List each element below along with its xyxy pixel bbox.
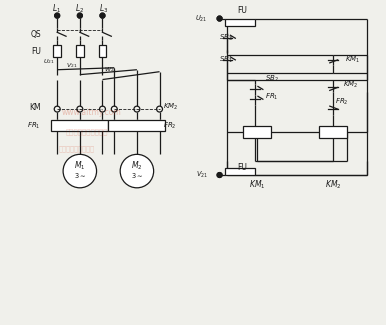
Text: $3\sim$: $3\sim$: [131, 171, 143, 179]
Bar: [225, 168, 255, 175]
Text: $SB_2$: $SB_2$: [265, 73, 279, 84]
Bar: [108, 120, 166, 131]
Circle shape: [120, 154, 154, 188]
Text: $KM_2$: $KM_2$: [325, 179, 341, 191]
Text: $KM_2$: $KM_2$: [343, 79, 358, 90]
Bar: [76, 45, 84, 57]
Text: $3\sim$: $3\sim$: [74, 171, 86, 179]
Bar: [53, 45, 61, 57]
Text: $M_2$: $M_2$: [131, 160, 143, 172]
Circle shape: [63, 154, 96, 188]
Text: $V_{21}$: $V_{21}$: [66, 61, 78, 70]
Text: QS: QS: [31, 30, 41, 39]
Text: $L_3$: $L_3$: [99, 3, 108, 15]
Text: $M_1$: $M_1$: [74, 160, 86, 172]
Text: $W_{21}$: $W_{21}$: [105, 65, 118, 74]
Text: FU: FU: [32, 46, 41, 56]
Bar: [243, 126, 271, 137]
Text: KM: KM: [29, 103, 41, 111]
Text: 本文为艾特贸易网原创: 本文为艾特贸易网原创: [66, 128, 108, 135]
Bar: [98, 45, 107, 57]
Text: $FR_1$: $FR_1$: [27, 121, 41, 131]
Circle shape: [55, 13, 60, 18]
Circle shape: [100, 13, 105, 18]
Text: $KM_1$: $KM_1$: [345, 55, 360, 65]
Text: $SB_3$: $SB_3$: [219, 33, 234, 43]
Circle shape: [77, 13, 82, 18]
Text: $FR_2$: $FR_2$: [164, 121, 177, 131]
Text: $FR_2$: $FR_2$: [335, 97, 348, 107]
Text: $L_2$: $L_2$: [75, 3, 85, 15]
Circle shape: [217, 16, 222, 21]
Bar: [319, 126, 347, 137]
Text: FU: FU: [237, 162, 247, 172]
Text: FU: FU: [237, 6, 247, 15]
Text: $SB_1$: $SB_1$: [220, 55, 234, 65]
Text: $FR_1$: $FR_1$: [265, 92, 278, 102]
Text: $V_{21}$: $V_{21}$: [196, 170, 208, 180]
Text: www.aitmy.com: www.aitmy.com: [62, 108, 122, 117]
Circle shape: [217, 173, 222, 177]
Bar: [225, 19, 255, 26]
Text: 如需转载请注明出处: 如需转载请注明出处: [59, 145, 95, 152]
Text: $U_{21}$: $U_{21}$: [42, 58, 54, 66]
Bar: [51, 120, 108, 131]
Text: $U_{21}$: $U_{21}$: [195, 13, 208, 24]
Text: $L_1$: $L_1$: [52, 3, 61, 15]
Text: $KM_2$: $KM_2$: [164, 102, 179, 112]
Text: $KM_1$: $KM_1$: [249, 179, 265, 191]
